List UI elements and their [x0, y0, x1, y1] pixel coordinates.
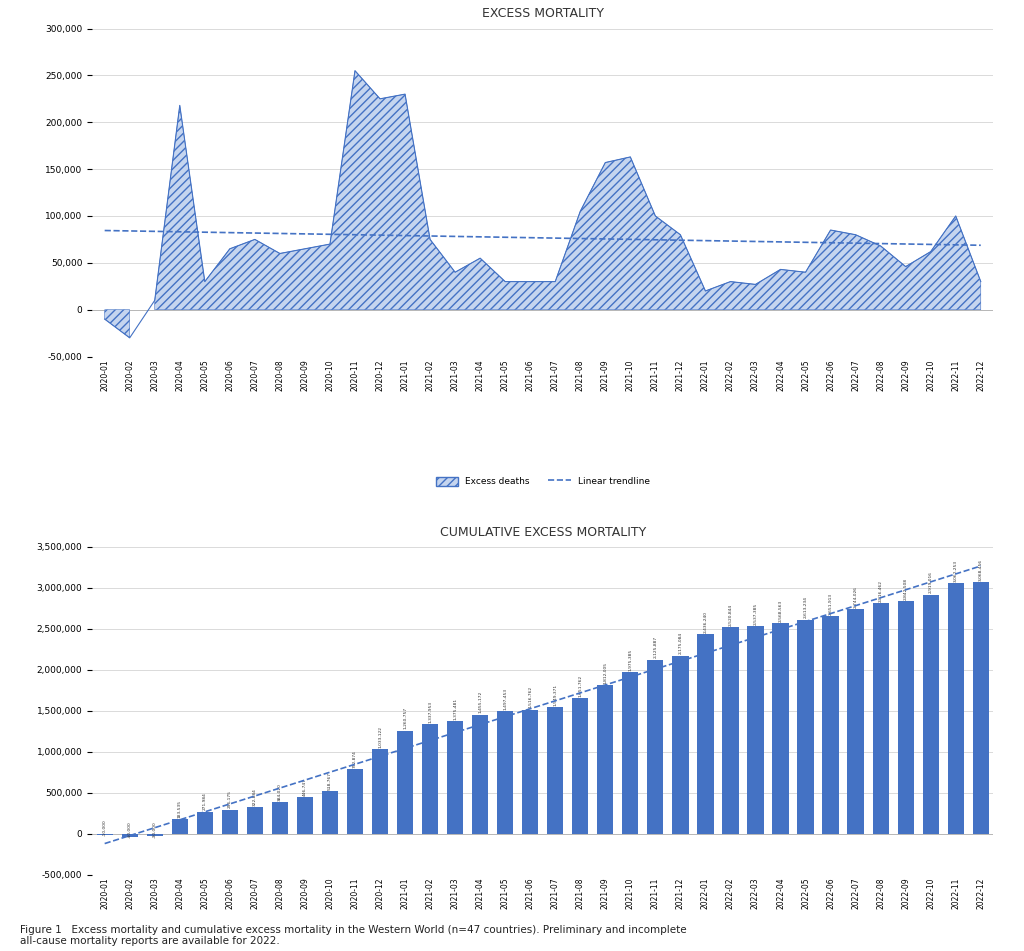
Text: 296,175: 296,175: [227, 790, 231, 808]
Bar: [697, 634, 714, 834]
Text: 2,125,887: 2,125,887: [653, 636, 657, 658]
Text: -30,000: -30,000: [153, 821, 157, 838]
Bar: [472, 714, 488, 834]
Bar: [221, 809, 238, 834]
Bar: [973, 582, 989, 834]
Bar: [748, 626, 764, 834]
Text: 1,812,005: 1,812,005: [603, 662, 607, 684]
Text: 446,747: 446,747: [303, 778, 307, 796]
Bar: [446, 721, 463, 834]
Text: 2,537,385: 2,537,385: [754, 602, 758, 625]
Text: 2,613,234: 2,613,234: [804, 596, 808, 618]
Text: 322,884: 322,884: [253, 788, 257, 806]
Bar: [822, 616, 839, 834]
Text: 2,816,462: 2,816,462: [879, 580, 883, 602]
Text: 271,984: 271,984: [203, 792, 207, 810]
Bar: [422, 724, 438, 834]
Text: 2,520,844: 2,520,844: [728, 604, 732, 626]
Bar: [347, 769, 364, 834]
Text: -40,000: -40,000: [128, 822, 132, 839]
Text: 2,436,240: 2,436,240: [703, 611, 708, 632]
Text: 2,568,563: 2,568,563: [778, 600, 782, 622]
Bar: [197, 811, 213, 834]
Bar: [247, 807, 263, 834]
Title: EXCESS MORTALITY: EXCESS MORTALITY: [481, 8, 604, 20]
Bar: [122, 834, 138, 837]
Bar: [772, 623, 788, 834]
Text: 1,497,453: 1,497,453: [503, 688, 507, 709]
Text: 1,337,953: 1,337,953: [428, 701, 432, 723]
Bar: [172, 819, 188, 834]
Bar: [947, 583, 964, 834]
Title: CUMULATIVE EXCESS MORTALITY: CUMULATIVE EXCESS MORTALITY: [439, 526, 646, 539]
Text: 2,651,913: 2,651,913: [828, 593, 833, 615]
Bar: [146, 834, 163, 836]
Bar: [623, 672, 639, 834]
Bar: [522, 709, 539, 834]
Text: 183,535: 183,535: [178, 800, 182, 818]
Bar: [722, 627, 738, 834]
Text: Figure 1   Excess mortality and cumulative excess mortality in the Western World: Figure 1 Excess mortality and cumulative…: [20, 924, 687, 946]
Text: -10,000: -10,000: [102, 819, 106, 836]
Text: 3,062,253: 3,062,253: [953, 559, 957, 581]
Bar: [897, 601, 913, 834]
Bar: [547, 707, 563, 834]
Bar: [372, 749, 388, 834]
Legend: Excess deaths, Linear trendline: Excess deaths, Linear trendline: [432, 473, 653, 490]
Bar: [872, 603, 889, 834]
Text: 1,375,481: 1,375,481: [453, 698, 457, 720]
Bar: [672, 655, 688, 834]
Text: 792,874: 792,874: [353, 749, 357, 767]
Text: 2,175,084: 2,175,084: [678, 632, 682, 654]
Text: 1,975,385: 1,975,385: [629, 649, 633, 670]
Bar: [647, 660, 664, 834]
Bar: [923, 594, 939, 834]
Bar: [597, 686, 613, 834]
Text: 2,744,026: 2,744,026: [854, 586, 858, 608]
Bar: [271, 803, 288, 834]
Bar: [848, 609, 863, 834]
Text: 384,020: 384,020: [278, 784, 282, 801]
Text: 518,767: 518,767: [328, 772, 332, 790]
Bar: [322, 791, 338, 834]
Text: 1,651,762: 1,651,762: [579, 675, 583, 697]
Text: 2,842,508: 2,842,508: [903, 577, 907, 599]
Text: 1,549,371: 1,549,371: [553, 684, 557, 706]
Text: 2,919,016: 2,919,016: [929, 572, 933, 593]
Bar: [497, 711, 513, 834]
Text: 1,516,762: 1,516,762: [528, 687, 532, 708]
Bar: [297, 797, 313, 834]
Text: 3,068,456: 3,068,456: [979, 559, 983, 581]
Bar: [798, 620, 814, 834]
Bar: [397, 730, 413, 834]
Text: 1,260,757: 1,260,757: [403, 708, 408, 729]
Bar: [572, 698, 589, 834]
Text: 1,033,122: 1,033,122: [378, 726, 382, 747]
Text: 1,455,172: 1,455,172: [478, 691, 482, 713]
